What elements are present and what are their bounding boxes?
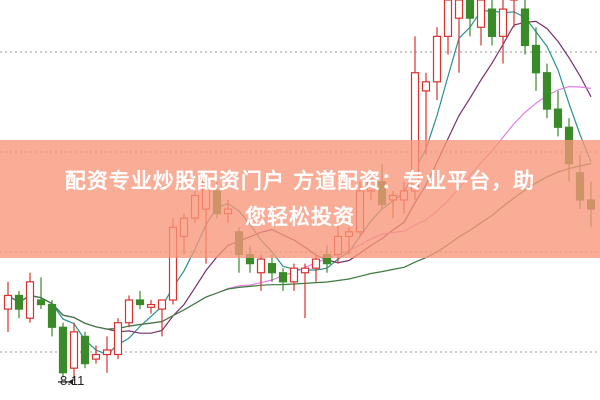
candle-down: [553, 108, 563, 128]
candle-down: [267, 263, 277, 274]
candle-up: [498, 8, 508, 37]
candle-down: [47, 303, 57, 328]
candle-down: [135, 299, 145, 306]
candle-up: [25, 281, 35, 319]
candle-up: [69, 331, 79, 369]
candle-down: [465, 0, 475, 19]
candle-up: [289, 267, 299, 283]
candle-up: [113, 322, 123, 356]
arrow-head-icon: [68, 378, 73, 385]
low-price-label: 8.11: [60, 372, 85, 388]
candle-up: [256, 258, 266, 274]
candle-up: [124, 299, 134, 324]
candle-up: [476, 0, 486, 28]
banner-line-1: 配资专业炒股配资门户 方道配资：专业平台，助: [64, 169, 536, 193]
candle-up: [311, 258, 321, 269]
title-banner: 配资专业炒股配资门户 方道配资：专业平台，助 您轻松投资: [0, 140, 600, 258]
candle-down: [278, 272, 288, 283]
candle-down: [58, 326, 68, 374]
candle-up: [91, 353, 101, 360]
candle-down: [487, 8, 497, 37]
candle-up: [157, 299, 167, 310]
candle-down: [80, 335, 90, 365]
candle-up: [432, 35, 442, 83]
candle-down: [531, 44, 541, 74]
candle-up: [146, 303, 156, 308]
candle-up: [3, 294, 13, 310]
candle-down: [36, 299, 46, 306]
candle-up: [102, 349, 112, 356]
candle-up: [443, 0, 453, 37]
candle-down: [14, 294, 24, 310]
candle-up: [454, 0, 464, 19]
banner-line-2: 您轻松投资: [245, 205, 355, 229]
candle-up: [421, 81, 431, 92]
candle-down: [520, 8, 530, 47]
candle-up: [300, 267, 310, 274]
candle-down: [542, 72, 552, 110]
